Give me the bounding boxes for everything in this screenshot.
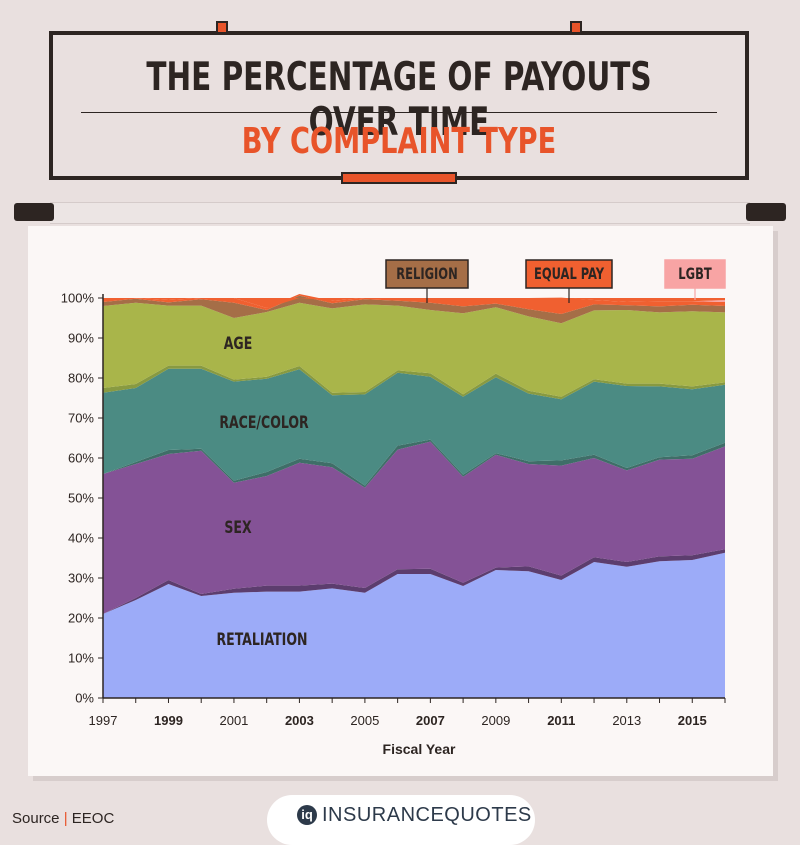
callout-box-equal-pay [525, 259, 613, 289]
y-tick-label: 60% [68, 451, 94, 466]
board-rod [50, 202, 750, 224]
series-label-retaliation: RETALIATION [217, 630, 308, 650]
title-tab [341, 172, 457, 184]
x-tick-label: 2015 [678, 713, 707, 728]
area-age [103, 302, 725, 397]
y-tick-label: 20% [68, 611, 94, 626]
series-label-race-color: RACE/COLOR [219, 413, 309, 433]
y-tick-label: 70% [68, 411, 94, 426]
y-tick-label: 40% [68, 531, 94, 546]
x-tick-label: 2005 [350, 713, 379, 728]
source-note: Source | EEOC [12, 810, 114, 827]
brand-icon: iq [297, 805, 317, 825]
x-tick-label: 2001 [219, 713, 248, 728]
brand-name-part1: INSURANCE [322, 804, 445, 826]
brand-name-part2: QUOTES [444, 804, 532, 826]
area-band-3 [103, 439, 725, 488]
area-sex [103, 441, 725, 614]
brand-name: INSURANCEQUOTES [322, 804, 532, 827]
area-band-5 [103, 365, 725, 400]
brand-logo[interactable]: iq INSURANCEQUOTES [267, 795, 535, 845]
callout-label-equal-pay: EQUAL PAY [534, 266, 605, 284]
callout-box-religion [385, 259, 469, 289]
area-race-color [103, 368, 725, 486]
x-tick-label: 2007 [416, 713, 445, 728]
series-label-sex: SEX [224, 518, 251, 538]
y-tick-label: 0% [75, 691, 94, 706]
y-tick-label: 10% [68, 651, 94, 666]
rod-cap-right [746, 203, 786, 221]
callout-box-lgbt [664, 259, 726, 289]
hanger-peg-right [570, 21, 582, 34]
y-tick-label: 100% [61, 291, 95, 306]
x-tick-label: 1997 [89, 713, 118, 728]
title-box: THE PERCENTAGE OF PAYOUTS OVER TIME BY C… [49, 31, 749, 180]
callout-label-religion: RELIGION [396, 266, 457, 284]
page-title: THE PERCENTAGE OF PAYOUTS OVER TIME [146, 55, 652, 145]
source-separator: | [63, 810, 68, 827]
page-subtitle: BY COMPLAINT TYPE [241, 121, 557, 162]
x-tick-label: 2003 [285, 713, 314, 728]
source-label: Source [12, 810, 60, 827]
x-tick-label: 2011 [547, 713, 575, 728]
y-tick-label: 80% [68, 371, 94, 386]
x-tick-label: 1999 [154, 713, 183, 728]
rod-cap-left [14, 203, 54, 221]
hanger-peg-left [216, 21, 228, 34]
area-retaliation [103, 552, 725, 698]
callout-label-lgbt: LGBT [678, 266, 711, 284]
x-tick-label: 2013 [612, 713, 641, 728]
title-divider [81, 112, 717, 113]
y-tick-label: 30% [68, 571, 94, 586]
x-tick-label: 2009 [481, 713, 510, 728]
y-tick-label: 50% [68, 491, 94, 506]
area-religion [103, 295, 725, 324]
area-remainder [103, 298, 725, 308]
series-label-age: AGE [224, 334, 253, 354]
x-axis-label: Fiscal Year [383, 741, 456, 757]
source-value: EEOC [71, 810, 115, 827]
y-tick-label: 90% [68, 331, 94, 346]
